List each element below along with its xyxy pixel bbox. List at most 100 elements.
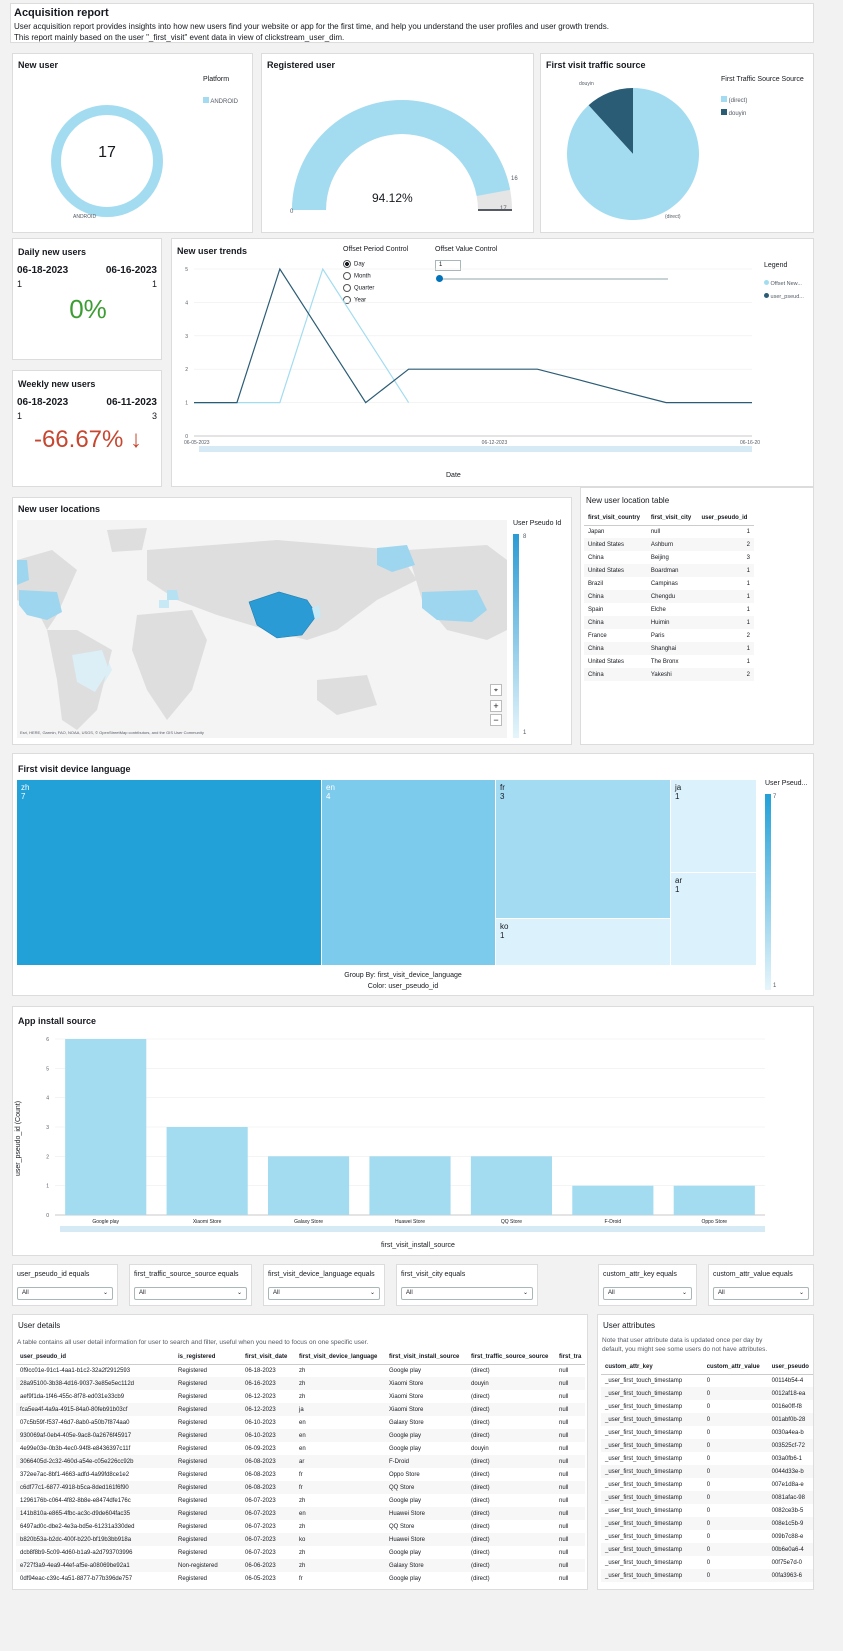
filter-select[interactable]: All ⌄ bbox=[134, 1287, 247, 1300]
column-header[interactable]: custom_attr_value bbox=[702, 1361, 768, 1375]
zoom-out-button[interactable]: − bbox=[490, 714, 502, 726]
filter-select[interactable]: All ⌄ bbox=[17, 1287, 113, 1300]
x-scrollbar[interactable] bbox=[60, 1226, 765, 1232]
column-header[interactable]: first_visit_install_source bbox=[385, 1351, 467, 1365]
offset-slider-handle[interactable] bbox=[436, 275, 443, 282]
period-option-month[interactable]: Month bbox=[343, 272, 371, 280]
bar[interactable] bbox=[470, 1156, 552, 1215]
filter-select[interactable]: All ⌄ bbox=[713, 1287, 809, 1300]
column-header[interactable]: first_visit_date bbox=[241, 1351, 295, 1365]
table-row[interactable]: _user_first_touch_timestamp 0 00114b54-4 bbox=[601, 1374, 813, 1387]
column-header[interactable]: first_tra bbox=[555, 1351, 586, 1365]
table-row[interactable]: aef9f1da-1f46-455c-8f78-ed031e33cb9 Regis… bbox=[16, 1390, 585, 1403]
map-canvas[interactable]: ⌖ + − Esri, HERE, Garmin, FAO, NOAA, USG… bbox=[17, 520, 507, 738]
table-row[interactable]: 3066405d-2c32-460d-a54e-c05e226cc92b Regi… bbox=[16, 1455, 586, 1468]
table-row[interactable]: _user_first_touch_timestamp 0 003a0fb6-1 bbox=[601, 1452, 813, 1465]
legend-item-user[interactable]: user_pseud... bbox=[764, 293, 804, 300]
table-row[interactable]: Spain Elche 1 bbox=[584, 603, 754, 616]
series-line-user[interactable] bbox=[194, 267, 752, 404]
table-row[interactable]: United States Boardman 1 bbox=[584, 564, 754, 577]
table-row[interactable]: Japan null 1 bbox=[584, 525, 754, 538]
table-row[interactable]: _user_first_touch_timestamp 0 008e1c5b-9 bbox=[601, 1517, 813, 1530]
filter-select[interactable]: All ⌄ bbox=[603, 1287, 692, 1300]
table-row[interactable]: China Yakeshi 2 bbox=[584, 668, 754, 681]
table-row[interactable]: 0df94eac-c39c-4a51-8877-b77b396de757 Regi… bbox=[16, 1572, 585, 1585]
column-header[interactable]: first_traffic_source_source bbox=[467, 1351, 555, 1365]
offset-value-input[interactable]: 1 bbox=[435, 260, 461, 271]
legend-item[interactable]: ANDROID bbox=[203, 97, 238, 105]
treemap-cell-en[interactable]: en 4 bbox=[322, 780, 496, 966]
bar[interactable] bbox=[369, 1156, 451, 1215]
table-row[interactable]: 07c5b59f-f537-46d7-8ab0-a50b7f874aa0 Regi… bbox=[16, 1416, 585, 1429]
table-row[interactable]: _user_first_touch_timestamp 0 0016e0ff-f8 bbox=[601, 1400, 813, 1413]
offset-slider-track[interactable] bbox=[438, 278, 668, 280]
treemap-cell-zh[interactable]: zh 7 bbox=[17, 780, 322, 966]
treemap-cell-ko[interactable]: ko 1 bbox=[496, 919, 671, 966]
legend-item-offset[interactable]: Offset New... bbox=[764, 280, 802, 287]
treemap-cell-fr[interactable]: fr 3 bbox=[496, 780, 671, 919]
table-row[interactable]: 0f9cc01e-91c1-4aa1-b1c2-32a2f2912593 Regi… bbox=[16, 1364, 585, 1377]
table-row[interactable]: b820b53a-b2dc-400f-b220-bf19b3bb918a Regi… bbox=[16, 1533, 586, 1546]
table-row[interactable]: _user_first_touch_timestamp 0 00f75e7d-0 bbox=[601, 1556, 813, 1569]
filter-select[interactable]: All ⌄ bbox=[268, 1287, 380, 1300]
table-row[interactable]: _user_first_touch_timestamp 0 003525cf-72 bbox=[601, 1439, 813, 1452]
pie-slice-douyin[interactable] bbox=[588, 88, 633, 154]
table-row[interactable]: _user_first_touch_timestamp 0 00b6e0a6-4 bbox=[601, 1543, 813, 1556]
table-row[interactable]: United States The Bronx 1 bbox=[584, 655, 754, 668]
treemap[interactable]: zh 7 en 4 fr 3 ko 1 ja 1 ar 1 bbox=[17, 780, 757, 966]
legend-item-direct[interactable]: (direct) bbox=[721, 96, 747, 104]
table-row[interactable]: _user_first_touch_timestamp 0 0030a4ea-b bbox=[601, 1426, 813, 1439]
locate-button[interactable]: ⌖ bbox=[490, 684, 502, 696]
bar[interactable] bbox=[166, 1127, 248, 1215]
table-row[interactable]: _user_first_touch_timestamp 0 001abf0b-28 bbox=[601, 1413, 813, 1426]
table-row[interactable]: _user_first_touch_timestamp 0 00fa3963-6 bbox=[601, 1569, 813, 1582]
period-option-quarter[interactable]: Quarter bbox=[343, 284, 374, 292]
table-row[interactable]: _user_first_touch_timestamp 0 007e1d8a-e bbox=[601, 1478, 813, 1491]
treemap-cell-ar[interactable]: ar 1 bbox=[671, 873, 757, 966]
table-row[interactable]: 1296176b-c064-4f82-8b8e-e8474dfe176c Regi… bbox=[16, 1494, 585, 1507]
column-header[interactable]: first_visit_city bbox=[646, 512, 698, 526]
traffic-pie[interactable] bbox=[563, 84, 703, 224]
column-header[interactable]: is_registered bbox=[174, 1351, 241, 1365]
table-row[interactable]: _user_first_touch_timestamp 0 0081afac-98 bbox=[601, 1491, 813, 1504]
pie-slice-direct[interactable] bbox=[567, 88, 699, 220]
column-header[interactable]: user_pseudo bbox=[767, 1361, 813, 1375]
column-header[interactable]: user_pseudo_id bbox=[697, 512, 754, 526]
table-row[interactable]: _user_first_touch_timestamp 0 009b7c88-e bbox=[601, 1530, 813, 1543]
zoom-in-button[interactable]: + bbox=[490, 700, 502, 712]
table-row[interactable]: 141b810a-e865-4fbc-ac3c-d9de604fac35 Regi… bbox=[16, 1507, 586, 1520]
trend-line-chart[interactable]: 0 1 2 3 4 5 06-05-2023 06-12-2023 06-16-20 bbox=[172, 239, 815, 488]
table-row[interactable]: China Shanghai 1 bbox=[584, 642, 754, 655]
table-row[interactable]: dcb8f8b9-5c09-4d60-b1a9-a2d793703996 Regi… bbox=[16, 1546, 585, 1559]
filter-select[interactable]: All ⌄ bbox=[401, 1287, 533, 1300]
column-header[interactable]: user_pseudo_id bbox=[16, 1351, 174, 1365]
x-scrollbar[interactable] bbox=[199, 446, 752, 452]
table-row[interactable]: 372ee7ac-8bf1-4663-adfd-4a99fd8ce1e2 Regi… bbox=[16, 1468, 585, 1481]
period-option-day[interactable]: Day bbox=[343, 260, 365, 268]
table-row[interactable]: China Chengdu 1 bbox=[584, 590, 754, 603]
bar[interactable] bbox=[268, 1156, 350, 1215]
bar[interactable] bbox=[65, 1039, 147, 1215]
table-row[interactable]: fca5ea4f-4a9a-4915-84a0-80feb91b03cf Regi… bbox=[16, 1403, 586, 1416]
table-row[interactable]: China Huimin 1 bbox=[584, 616, 754, 629]
column-header[interactable]: first_visit_country bbox=[584, 512, 647, 526]
table-row[interactable]: c6df77c1-6877-4918-b5ca-8ded161f6f90 Regi… bbox=[16, 1481, 586, 1494]
install-bar-chart[interactable]: 0 1 2 3 4 5 6 Google play Xiaomi Store Galaxy Sto… bbox=[13, 1007, 815, 1257]
table-row[interactable]: 930069af-0eb4-405e-9ac8-0a2676f45917 Regi… bbox=[16, 1429, 586, 1442]
new-user-donut[interactable] bbox=[45, 99, 169, 223]
table-row[interactable]: 28a95100-3b38-4d16-9037-3e85e5ec112d Regi… bbox=[16, 1377, 586, 1390]
legend-item-douyin[interactable]: douyin bbox=[721, 109, 746, 117]
table-row[interactable]: e727f3a9-4ea9-44ef-af5e-a08069be92a1 Non-… bbox=[16, 1559, 586, 1572]
table-row[interactable]: _user_first_touch_timestamp 0 0082ce3b-5 bbox=[601, 1504, 813, 1517]
bar[interactable] bbox=[572, 1185, 654, 1215]
column-header[interactable]: custom_attr_key bbox=[601, 1361, 703, 1375]
period-option-year[interactable]: Year bbox=[343, 296, 366, 304]
table-row[interactable]: Brazil Campinas 1 bbox=[584, 577, 754, 590]
table-row[interactable]: United States Ashburn 2 bbox=[584, 538, 754, 551]
table-row[interactable]: 4e99e03e-0b3b-4ec0-94f8-e8436397c11f Regi… bbox=[16, 1442, 585, 1455]
treemap-cell-ja[interactable]: ja 1 bbox=[671, 780, 757, 873]
registered-gauge[interactable] bbox=[282, 84, 522, 224]
column-header[interactable]: first_visit_device_language bbox=[295, 1351, 385, 1365]
table-row[interactable]: France Paris 2 bbox=[584, 629, 754, 642]
table-row[interactable]: China Beijing 3 bbox=[584, 551, 754, 564]
